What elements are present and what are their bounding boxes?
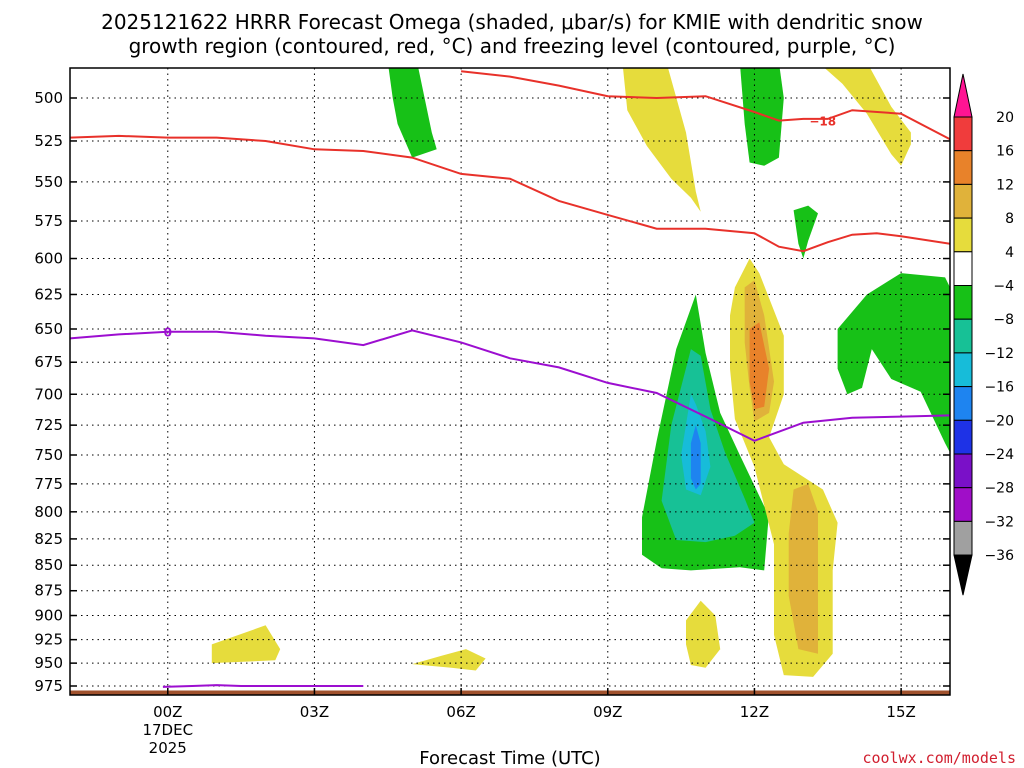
temperature-contours (70, 70, 950, 688)
omega-region-green-upper-mid (740, 68, 784, 166)
y-tick-label-675: 675 (34, 353, 63, 371)
colorbar-level-label: −24 (984, 447, 1014, 463)
x-axis-title: Forecast Time (UTC) (419, 748, 600, 768)
omega-region-green-upper-left (388, 68, 437, 158)
colorbar-segment (953, 419, 973, 455)
plot-frame (69, 67, 951, 696)
freezing-contour-0-C-low (162, 684, 364, 688)
colorbar-segment (953, 116, 973, 152)
colorbar-top-arrow (953, 73, 973, 118)
omega-region-blue-mid (690, 425, 701, 490)
colorbar-segment (953, 520, 973, 556)
colorbar-level-label: 20 (996, 110, 1014, 126)
freezing-contour-label: 0 (164, 326, 172, 340)
colorbar-segment (953, 487, 973, 522)
colorbar-bottom-arrow (953, 554, 973, 596)
omega-shaded-regions (211, 68, 950, 677)
colorbar-level-label: 12 (996, 177, 1014, 193)
y-tick-label-625: 625 (34, 285, 63, 303)
x-tick-label-15: 15Z (886, 703, 915, 721)
colorbar-level-label: −28 (984, 481, 1014, 497)
grid-lines (70, 68, 950, 695)
x-tick-label-3: 03Z (300, 703, 329, 721)
y-tick-label-550: 550 (34, 173, 63, 191)
colorbar-level-label: −8 (993, 312, 1014, 328)
y-tick-label-950: 950 (34, 654, 63, 672)
y-axis: 500 525 550 575 600 625 650 675 700 725 750 775 800 8… (34, 89, 950, 695)
colorbar-level-label: −12 (984, 346, 1014, 362)
x-tick-label-12: 12Z (740, 703, 769, 721)
colorbar-segment (953, 453, 973, 489)
y-tick-label-775: 775 (34, 475, 63, 493)
terrain-band (70, 690, 950, 695)
colorbar-level-label: −20 (984, 413, 1014, 429)
colorbar-level-label: −4 (993, 279, 1014, 295)
omega-region-yellow-low-06z (412, 649, 486, 671)
y-tick-label-725: 725 (34, 416, 63, 434)
colorbar-level-label: −36 (984, 548, 1014, 564)
colorbar-segment (953, 150, 973, 185)
chart-title-line-1: 2025121622 HRRR Forecast Omega (shaded, … (101, 10, 923, 34)
y-tick-label-875: 875 (34, 582, 63, 600)
colorbar-segment (953, 285, 973, 320)
chart-title-line-2: growth region (contoured, red, °C) and f… (129, 34, 896, 58)
x-tick-label-6: 06Z (446, 703, 475, 721)
omega-region-green-right (837, 273, 950, 453)
colorbar-segment (953, 386, 973, 421)
dgz-contour-label: −18 (809, 115, 836, 129)
colorbar-level-label: −16 (984, 380, 1014, 396)
y-tick-label-850: 850 (34, 556, 63, 574)
y-tick-label-650: 650 (34, 320, 63, 338)
credit-text: coolwx.com/models (862, 749, 1016, 767)
y-tick-label-525: 525 (34, 132, 63, 150)
dgz-contour-upper-red-line (460, 70, 950, 141)
y-tick-label-800: 800 (34, 503, 63, 521)
colorbar-segment (953, 251, 973, 287)
dgz-contour--18-C-line (70, 134, 950, 253)
x-tick-year-label: 2025 (149, 739, 187, 757)
omega-region-yellow-upper-right (824, 68, 911, 166)
colorbar: 20 16 12 8 4 −4 −8 −12 −16 −20 −24 −28 −32 −36 (953, 73, 1014, 596)
colorbar-level-label: 4 (1005, 245, 1014, 261)
colorbar-segment (953, 183, 973, 219)
omega-region-yellow-upper-mid (623, 68, 701, 212)
omega-region-teal-mid (661, 349, 755, 543)
y-tick-label-825: 825 (34, 530, 63, 548)
y-tick-label-700: 700 (34, 385, 63, 403)
omega-region-orange-mid-lower (788, 483, 818, 654)
terrain-layer (70, 690, 950, 695)
colorbar-segment (953, 352, 973, 388)
colorbar-segment (953, 318, 973, 354)
y-tick-label-600: 600 (34, 250, 63, 268)
y-tick-label-900: 900 (34, 607, 63, 625)
x-tick-label-0: 00Z (153, 703, 182, 721)
x-tick-date-label: 17DEC (142, 721, 193, 739)
omega-region-yellow-low-left (211, 625, 281, 664)
y-tick-label-575: 575 (34, 212, 63, 230)
colorbar-level-label: 8 (1005, 211, 1014, 227)
y-tick-label-750: 750 (34, 446, 63, 464)
colorbar-level-label: −32 (984, 514, 1014, 530)
freezing-contour-0-C-upper (70, 329, 950, 442)
contour-labels: −18 0 (164, 115, 837, 340)
y-tick-label-975: 975 (34, 677, 63, 695)
omega-region-green-small-575 (793, 205, 818, 259)
omega-region-yellow-small-900 (686, 600, 721, 668)
x-tick-label-9: 09Z (593, 703, 622, 721)
colorbar-segment (953, 217, 973, 253)
y-tick-label-925: 925 (34, 631, 63, 649)
colorbar-level-label: 16 (996, 144, 1014, 160)
y-tick-label-500: 500 (34, 89, 63, 107)
